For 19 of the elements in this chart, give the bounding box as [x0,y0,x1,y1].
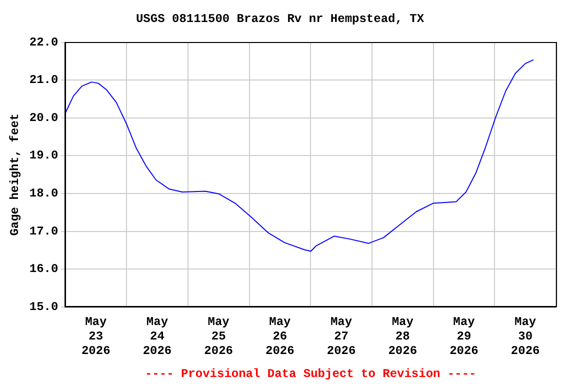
x-tick-label: May 23 2026 [81,315,110,358]
x-tick-label: May 29 2026 [450,315,478,358]
y-axis-title: Gage height, feet [8,113,22,236]
y-tick-label: 22.0 [29,35,58,50]
chart-title: USGS 08111500 Brazos Rv nr Hempstead, TX [136,12,425,26]
text: ---- Provisional Data Subject to Revision ---- [144,367,476,382]
x-tick-label: May 25 2026 [204,315,233,358]
x-tick-label: May 26 2026 [266,315,294,358]
x-tick-label: May 28 2026 [388,315,418,358]
y-tick-label: 15.0 [29,300,58,314]
y-tick-label: 17.0 [29,224,58,238]
y-tick-label: 19.0 [29,148,58,163]
y-tick-label: 18.0 [29,186,58,200]
x-tick-label: May 24 2026 [142,315,172,358]
y-tick-label: 16.0 [29,262,58,276]
x-tick-label: May 27 2026 [326,315,356,358]
y-tick-label: 20.0 [29,110,58,125]
x-tick-label: May 30 2026 [510,315,540,358]
y-tick-label: 21.0 [29,73,58,88]
